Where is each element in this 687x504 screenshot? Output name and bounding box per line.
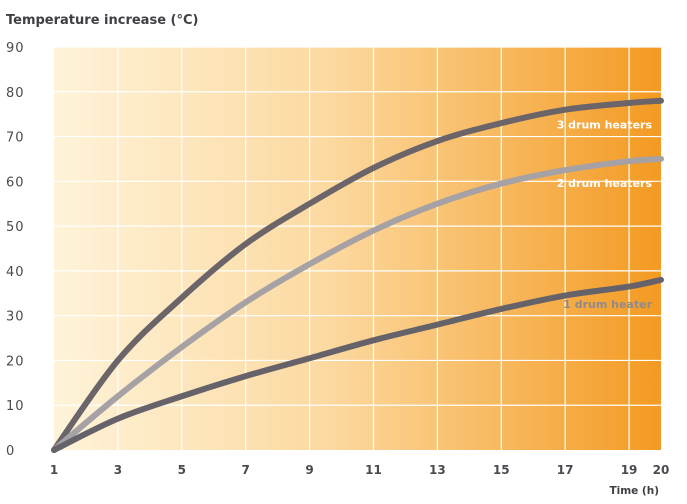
- y-tick-label: 30: [6, 310, 25, 325]
- series-line-2: [51, 155, 664, 453]
- series-labels: 3 drum heaters 2 drum heaters 1 drum heate…: [557, 119, 653, 311]
- y-tick-label: 90: [6, 41, 25, 56]
- series-label-3: 1 drum heater: [563, 298, 652, 311]
- series-line-3: [51, 276, 664, 453]
- plot-background: [54, 47, 661, 450]
- x-tick-label: 3: [114, 463, 122, 477]
- series-label-2: 2 drum heaters: [557, 177, 653, 190]
- y-tick-label: 70: [6, 131, 25, 146]
- x-tick-label: 15: [493, 463, 510, 477]
- y-axis-ticks: 0 10 20 30 40 50 60 70 80 90: [6, 41, 25, 459]
- series-line-1: [51, 97, 664, 453]
- x-axis-ticks: 1 3 5 7 9 11 13 15 17 19 20: [50, 463, 670, 477]
- x-tick-label: 1: [50, 463, 58, 477]
- x-tick-label: 7: [242, 463, 250, 477]
- y-tick-label: 60: [6, 175, 25, 190]
- y-tick-label: 0: [6, 444, 15, 459]
- y-tick-label: 20: [6, 354, 25, 369]
- y-axis-label: Temperature increase (°C): [6, 13, 198, 28]
- series-label-1: 3 drum heaters: [557, 119, 653, 132]
- grid-lines: [54, 46, 661, 450]
- x-tick-label: 9: [305, 463, 313, 477]
- x-axis-label: Time (h): [609, 485, 659, 497]
- x-tick-label: 5: [178, 463, 186, 477]
- series-lines: [51, 97, 664, 453]
- y-tick-label: 40: [6, 265, 25, 280]
- x-tick-label: 20: [653, 463, 670, 477]
- x-tick-label: 11: [365, 463, 382, 477]
- x-tick-label: 17: [557, 463, 574, 477]
- y-tick-label: 10: [6, 399, 25, 414]
- y-tick-label: 80: [6, 86, 25, 101]
- x-tick-label: 19: [621, 463, 638, 477]
- x-tick-label: 13: [429, 463, 446, 477]
- y-tick-label: 50: [6, 220, 25, 235]
